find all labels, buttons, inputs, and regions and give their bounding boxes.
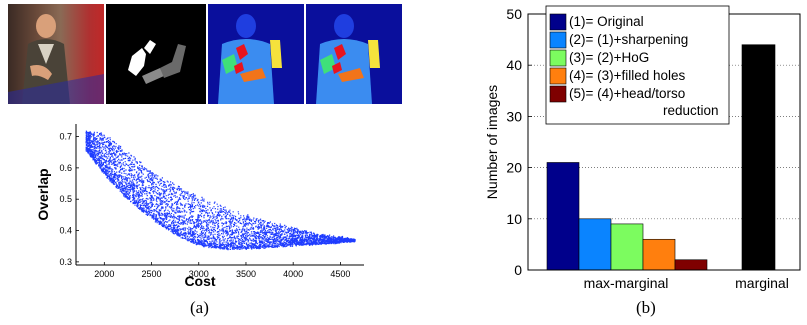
bar-legend-label-5-cont: reduction: [663, 103, 719, 118]
bar-legend-box: [545, 5, 730, 125]
bar-legend-swatch-5: [549, 85, 567, 103]
scatter-y-tick-label: 0.5: [59, 194, 72, 204]
bar-max-marginal-5: [674, 259, 708, 271]
bar-group-label-marginal: marginal: [735, 275, 789, 291]
bar-y-label: Number of images: [484, 85, 500, 199]
segmentation-result-1-shapes: [218, 14, 282, 104]
scatter-y-label: Overlap: [35, 168, 51, 220]
scatter-x-label: Cost: [184, 273, 215, 289]
bar-max-marginal-1: [546, 162, 580, 271]
scatter-y-tick-label: 0.4: [59, 226, 72, 236]
bar-legend-swatch-1: [549, 13, 567, 31]
bar-y-tick-label: 40: [506, 57, 522, 73]
segmentation-result-2: [306, 4, 402, 104]
scatter-y-tick-label: 0.6: [59, 163, 72, 173]
scatter-y-tick-label: 0.7: [59, 132, 72, 142]
scatter-x-tick-label: 3000: [189, 269, 209, 279]
scatter-x-tick-label: 4000: [283, 269, 303, 279]
bar-legend-swatch-2: [549, 31, 567, 49]
segmentation-result-1: [208, 4, 304, 104]
bar-legend-swatch-3: [549, 49, 567, 67]
scatter-point-cloud: [85, 130, 356, 251]
bar-legend-label-4: (4)= (3)+filled holes: [569, 68, 686, 83]
scatter-x-tick-label: 3500: [236, 269, 256, 279]
bar-legend-label-2: (2)= (1)+sharpening: [569, 32, 688, 47]
segmentation-result-2-shapes: [316, 14, 380, 104]
bar-legend-swatch-4: [549, 67, 567, 85]
scatter-x-tick-label: 2000: [94, 269, 114, 279]
bar-max-marginal-2: [578, 218, 612, 271]
bar-max-marginal-3: [610, 223, 644, 271]
photo-frame: [8, 4, 104, 104]
bar-group-label-max-marginal: max-marginal: [584, 275, 669, 291]
pose-mask: [106, 4, 206, 104]
bar-marginal: [741, 44, 776, 271]
bar-y-tick-label: 10: [506, 211, 522, 227]
bar-legend-label-1: (1)= Original: [569, 14, 644, 29]
photo-frame-figure: [8, 14, 104, 104]
bar-max-marginal-4: [642, 238, 676, 271]
bar-y-tick-label: 50: [506, 6, 522, 22]
pose-mask-shapes: [128, 40, 186, 84]
bar-legend-label-3: (3)= (2)+HoG: [569, 50, 649, 65]
scatter-x-tick-label: 2500: [142, 269, 162, 279]
bar-y-tick-label: 0: [514, 262, 522, 278]
scatter-points: [85, 130, 356, 251]
bar-legend-label-5: (5)= (4)+head/torso: [569, 86, 685, 101]
scatter-y-tick-label: 0.3: [59, 257, 72, 267]
scatter-x-tick-label: 4500: [330, 269, 350, 279]
bar-y-tick-label: 20: [506, 160, 522, 176]
caption-b: (b): [636, 298, 656, 317]
bar-y-tick-label: 30: [506, 108, 522, 124]
caption-a: (a): [190, 298, 209, 317]
